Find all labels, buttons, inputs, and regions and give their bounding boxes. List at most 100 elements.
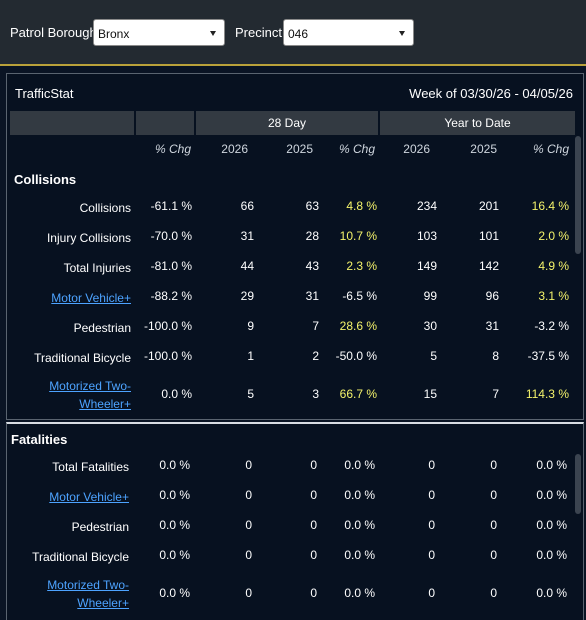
cell-d28-2025: 43 — [305, 259, 319, 273]
header-ytd-2025: 2025 — [470, 142, 497, 156]
scrollbar-thumb[interactable] — [575, 136, 581, 254]
row-label-link[interactable]: Motor Vehicle+ — [49, 490, 129, 504]
cell-d28-2026: 0 — [245, 518, 252, 532]
cell-d28-2026: 66 — [240, 199, 254, 213]
precinct-value: 046 — [288, 27, 309, 41]
cell-d28-2026: 0 — [245, 488, 252, 502]
patrol-borough-select[interactable]: Bronx — [93, 19, 225, 46]
scrollbar-thumb[interactable] — [575, 454, 581, 514]
cell-d28-2026: 0 — [245, 548, 252, 562]
cell-ytd-2026: 15 — [423, 387, 437, 401]
cell-ytd-2026: 5 — [430, 349, 437, 363]
cell-ytd-2026: 0 — [428, 548, 435, 562]
cell-d28-2025: 0 — [310, 518, 317, 532]
cell-d28-2026: 1 — [247, 349, 254, 363]
table-row: Motor Vehicle+ 0.0 % 0 0 0.0 % 0 0 0.0 % — [7, 488, 575, 518]
header-28day-2026: 2026 — [221, 142, 248, 156]
trafficstat-title: TrafficStat — [15, 86, 74, 101]
cell-week-chg: -70.0 % — [150, 229, 192, 243]
header-week-chg: % Chg — [154, 142, 191, 156]
cell-ytd-2025: 31 — [485, 319, 499, 333]
row-label: Pedestrian — [73, 321, 131, 335]
cell-d28-chg: 0.0 % — [344, 586, 375, 600]
cell-ytd-2025: 7 — [492, 387, 499, 401]
cell-d28-2025: 63 — [305, 199, 319, 213]
cell-ytd-chg: 0.0 % — [536, 586, 567, 600]
cell-ytd-chg: 2.0 % — [538, 229, 569, 243]
row-label: Total Fatalities — [52, 460, 129, 474]
cell-d28-chg: -50.0 % — [335, 349, 377, 363]
table-row: Total Fatalities 0.0 % 0 0 0.0 % 0 0 0.0 % — [7, 458, 575, 488]
cell-d28-2026: 5 — [247, 387, 254, 401]
patrol-borough-value: Bronx — [98, 27, 130, 41]
header-ytd-chg: % Chg — [532, 142, 569, 156]
header-28day-2025: 2025 — [286, 142, 313, 156]
cell-ytd-2025: 101 — [478, 229, 499, 243]
row-label-line[interactable]: Motorized Two- — [47, 578, 129, 592]
cell-ytd-2025: 96 — [485, 289, 499, 303]
cell-d28-2025: 28 — [305, 229, 319, 243]
cell-ytd-2025: 0 — [490, 548, 497, 562]
table-row: Injury Collisions -70.0 % 31 28 10.7 % 103 101… — [7, 229, 575, 259]
cell-ytd-chg: 3.1 % — [538, 289, 569, 303]
cell-week-chg: -88.2 % — [150, 289, 192, 303]
header-ytd-2026: 2026 — [403, 142, 430, 156]
cell-ytd-2026: 103 — [416, 229, 437, 243]
cell-ytd-chg: 0.0 % — [536, 488, 567, 502]
row-label-link[interactable]: Motorized Two- Wheeler+ — [49, 377, 131, 413]
row-label: Total Injuries — [63, 261, 131, 275]
row-label-link[interactable]: Motor Vehicle+ — [51, 291, 131, 305]
section-title-fatalities: Fatalities — [11, 432, 68, 447]
cell-d28-2026: 29 — [240, 289, 254, 303]
cell-ytd-chg: 0.0 % — [536, 518, 567, 532]
cell-week-chg: -100.0 % — [143, 319, 192, 333]
cell-week-chg: 0.0 % — [159, 548, 190, 562]
cell-d28-chg: 10.7 % — [339, 229, 377, 243]
cell-ytd-chg: -37.5 % — [527, 349, 569, 363]
cell-d28-2025: 0 — [310, 458, 317, 472]
cell-ytd-2026: 0 — [428, 458, 435, 472]
week-range: Week of 03/30/26 - 04/05/26 — [409, 86, 573, 101]
table-row: Motor Vehicle+ -88.2 % 29 31 -6.5 % 99 96 3.1 % — [7, 289, 575, 319]
cell-ytd-chg: 114.3 % — [525, 387, 569, 401]
cell-week-chg: 0.0 % — [159, 586, 190, 600]
fatalities-panel: Fatalities Total Fatalities 0.0 % 0 0 0.0 % 0… — [6, 422, 584, 620]
cell-d28-2025: 0 — [310, 586, 317, 600]
table-row: Pedestrian 0.0 % 0 0 0.0 % 0 0 0.0 % — [7, 518, 575, 548]
row-label-link[interactable]: Motorized Two- Wheeler+ — [47, 576, 129, 612]
table-row: Total Injuries -81.0 % 44 43 2.3 % 149 142 4.9 … — [7, 259, 575, 289]
cell-ytd-2025: 142 — [478, 259, 499, 273]
cell-d28-2026: 0 — [245, 458, 252, 472]
cell-d28-2025: 0 — [310, 548, 317, 562]
cell-ytd-2026: 99 — [423, 289, 437, 303]
table-row: Collisions -61.1 % 66 63 4.8 % 234 201 16.4 % — [7, 199, 575, 229]
cell-d28-chg: 2.3 % — [346, 259, 377, 273]
cell-ytd-chg: 0.0 % — [536, 458, 567, 472]
trafficstat-panel: TrafficStat Week of 03/30/26 - 04/05/26 … — [6, 73, 584, 420]
group-blank-week — [136, 111, 194, 135]
cell-d28-chg: 0.0 % — [344, 518, 375, 532]
row-label-line[interactable]: Wheeler+ — [77, 596, 129, 610]
cell-d28-2025: 3 — [312, 387, 319, 401]
cell-d28-chg: 66.7 % — [339, 387, 377, 401]
row-label-line[interactable]: Motorized Two- — [49, 379, 131, 393]
cell-ytd-chg: 0.0 % — [536, 548, 567, 562]
chevron-down-icon — [210, 31, 216, 36]
cell-d28-chg: -6.5 % — [342, 289, 377, 303]
column-group-header: 28 Day Year to Date — [10, 111, 575, 135]
cell-ytd-2026: 0 — [428, 586, 435, 600]
precinct-select[interactable]: 046 — [283, 19, 414, 46]
cell-d28-2026: 9 — [247, 319, 254, 333]
cell-week-chg: -100.0 % — [143, 349, 192, 363]
cell-ytd-chg: -3.2 % — [534, 319, 569, 333]
patrol-borough-label: Patrol Borough: — [10, 25, 101, 40]
table-row: Pedestrian -100.0 % 9 7 28.6 % 30 31 -3.2 % — [7, 319, 575, 349]
cell-d28-2025: 31 — [305, 289, 319, 303]
cell-ytd-2026: 149 — [416, 259, 437, 273]
cell-ytd-2025: 0 — [490, 518, 497, 532]
filter-bar: Patrol Borough: Bronx Precinct: 046 — [0, 0, 586, 66]
header-28day-chg: % Chg — [338, 142, 375, 156]
row-label-line[interactable]: Wheeler+ — [79, 397, 131, 411]
cell-week-chg: 0.0 % — [159, 518, 190, 532]
cell-d28-2026: 44 — [240, 259, 254, 273]
